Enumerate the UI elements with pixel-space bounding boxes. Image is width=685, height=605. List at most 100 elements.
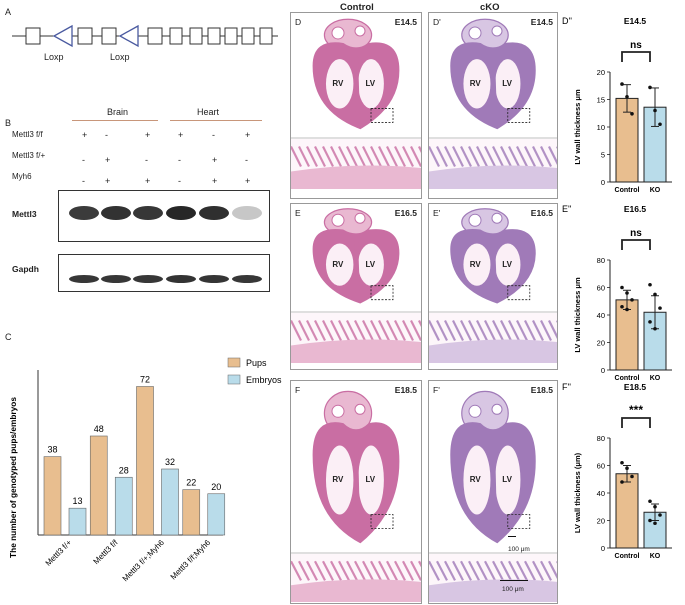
trabeculae-stripe xyxy=(508,560,520,581)
y-tick-label: 60 xyxy=(597,284,605,293)
genotype-mark: + xyxy=(178,130,184,140)
legend-swatch xyxy=(227,374,241,385)
category-label: Mettl3 f/+ xyxy=(44,538,74,568)
lv-label: LV xyxy=(502,475,512,484)
category-label: Control xyxy=(615,553,640,560)
trabeculae-stripe xyxy=(410,560,421,581)
trabeculae-stripe xyxy=(354,560,366,581)
trabeculae-stripe xyxy=(306,560,318,581)
y-tick-label: 0 xyxy=(601,544,605,553)
trabeculae-stripe xyxy=(460,146,472,167)
gapdh-band xyxy=(166,275,196,283)
right-ventricle-chamber xyxy=(325,243,354,286)
bar xyxy=(615,473,639,549)
trabeculae-stripe xyxy=(540,560,552,581)
lv-label: LV xyxy=(365,259,376,269)
compact-wall xyxy=(291,579,421,602)
gapdh-band xyxy=(133,275,163,283)
heart-underline xyxy=(170,120,262,121)
legend-swatch xyxy=(227,357,241,368)
rv-label: RV xyxy=(332,475,344,484)
left-ventricle-chamber xyxy=(358,243,384,286)
genotype-mark: + xyxy=(212,176,218,186)
bar-embryos xyxy=(68,507,87,536)
bar-value-label: 22 xyxy=(186,478,196,488)
column-cko-label: cKO xyxy=(480,2,500,13)
scale-bar-2 xyxy=(500,580,528,581)
histology-panel: F' E18.5 RV LV xyxy=(428,380,558,604)
trabeculae-stripe xyxy=(532,560,544,581)
trabeculae-stripe xyxy=(516,146,528,167)
trabeculae-stripe xyxy=(410,320,421,341)
y-tick-label: 60 xyxy=(597,462,605,471)
rv-label: RV xyxy=(469,475,481,484)
heart-section-image xyxy=(291,208,421,363)
vessel-lumen xyxy=(468,404,482,418)
vessel-lumen xyxy=(331,404,345,418)
genotype-mark: + xyxy=(105,155,111,165)
stage-label: E16.5 xyxy=(530,208,553,218)
trabeculae-stripe xyxy=(394,560,406,581)
trabeculae-stripe xyxy=(298,146,310,167)
right-ventricle-chamber xyxy=(325,59,354,109)
data-point xyxy=(648,518,652,523)
group-heart-label: Heart xyxy=(197,107,220,117)
data-point xyxy=(625,291,629,295)
y-tick-label: 0 xyxy=(601,366,605,375)
panel-letter: E xyxy=(295,208,301,218)
trabeculae-stripe xyxy=(484,560,496,581)
category-label: KO xyxy=(650,187,661,194)
trabeculae-stripe xyxy=(330,560,342,581)
heart-section-image xyxy=(291,390,421,602)
heart-section-image xyxy=(291,18,421,189)
trabeculae-stripe xyxy=(322,560,334,581)
trabeculae-stripe xyxy=(386,146,398,167)
y-axis-label: LV wall thickness μm xyxy=(573,89,582,165)
trabeculae-stripe xyxy=(540,146,552,167)
heart-section-image xyxy=(429,390,557,602)
gapdh-band xyxy=(232,275,262,283)
column-control-label: Control xyxy=(340,2,374,13)
vessel-lumen xyxy=(354,212,366,224)
trabeculae-stripe xyxy=(500,560,512,581)
stage-label: E18.5 xyxy=(530,385,553,395)
histology-panel: F E18.5 RV LV xyxy=(290,380,422,604)
blot-gapdh-label: Gapdh xyxy=(12,264,39,274)
category-label: KO xyxy=(650,553,661,560)
trabeculae-stripe xyxy=(370,560,382,581)
genotype-mark: + xyxy=(145,176,151,186)
trabeculae-stripe xyxy=(484,146,496,167)
category-label: KO xyxy=(650,375,661,382)
vessel-lumen xyxy=(354,403,366,415)
trabeculae-stripe xyxy=(330,320,342,341)
vessel-lumen xyxy=(331,26,345,40)
trabeculae-stripe xyxy=(314,146,326,167)
trabeculae-stripe xyxy=(362,146,374,167)
trabeculae-stripe xyxy=(410,146,421,167)
panel-b-letter: B xyxy=(5,118,12,128)
blot-mettl3-label: Mettl3 xyxy=(12,209,37,219)
septum xyxy=(354,56,360,118)
y-tick-label: 20 xyxy=(597,68,605,77)
genotype-mark: + xyxy=(145,130,151,140)
trabeculae-stripe xyxy=(452,320,464,341)
category-label: Control xyxy=(615,187,640,194)
panel-letter: F'' xyxy=(562,382,571,392)
y-tick-label: 15 xyxy=(597,96,605,105)
genotype-mark: - xyxy=(145,155,148,165)
zoom-region-box xyxy=(507,108,531,123)
trabeculae-stripe xyxy=(370,146,382,167)
septum xyxy=(491,56,497,118)
gapdh-band xyxy=(199,275,229,283)
trabeculae-stripe xyxy=(378,320,390,341)
trabeculae-stripe xyxy=(492,320,504,341)
genotype-mark: + xyxy=(105,176,111,186)
trabeculae-stripe xyxy=(338,560,350,581)
category-label: Mettl3 f/+;Myh6 xyxy=(121,538,167,584)
genotype-mark: - xyxy=(212,130,215,140)
trabeculae-stripe xyxy=(436,320,448,341)
right-ventricle-chamber xyxy=(463,59,491,109)
loxp-label-right: Loxp xyxy=(110,52,130,62)
y-tick-label: 40 xyxy=(597,489,605,498)
mettl3-band xyxy=(166,206,196,220)
